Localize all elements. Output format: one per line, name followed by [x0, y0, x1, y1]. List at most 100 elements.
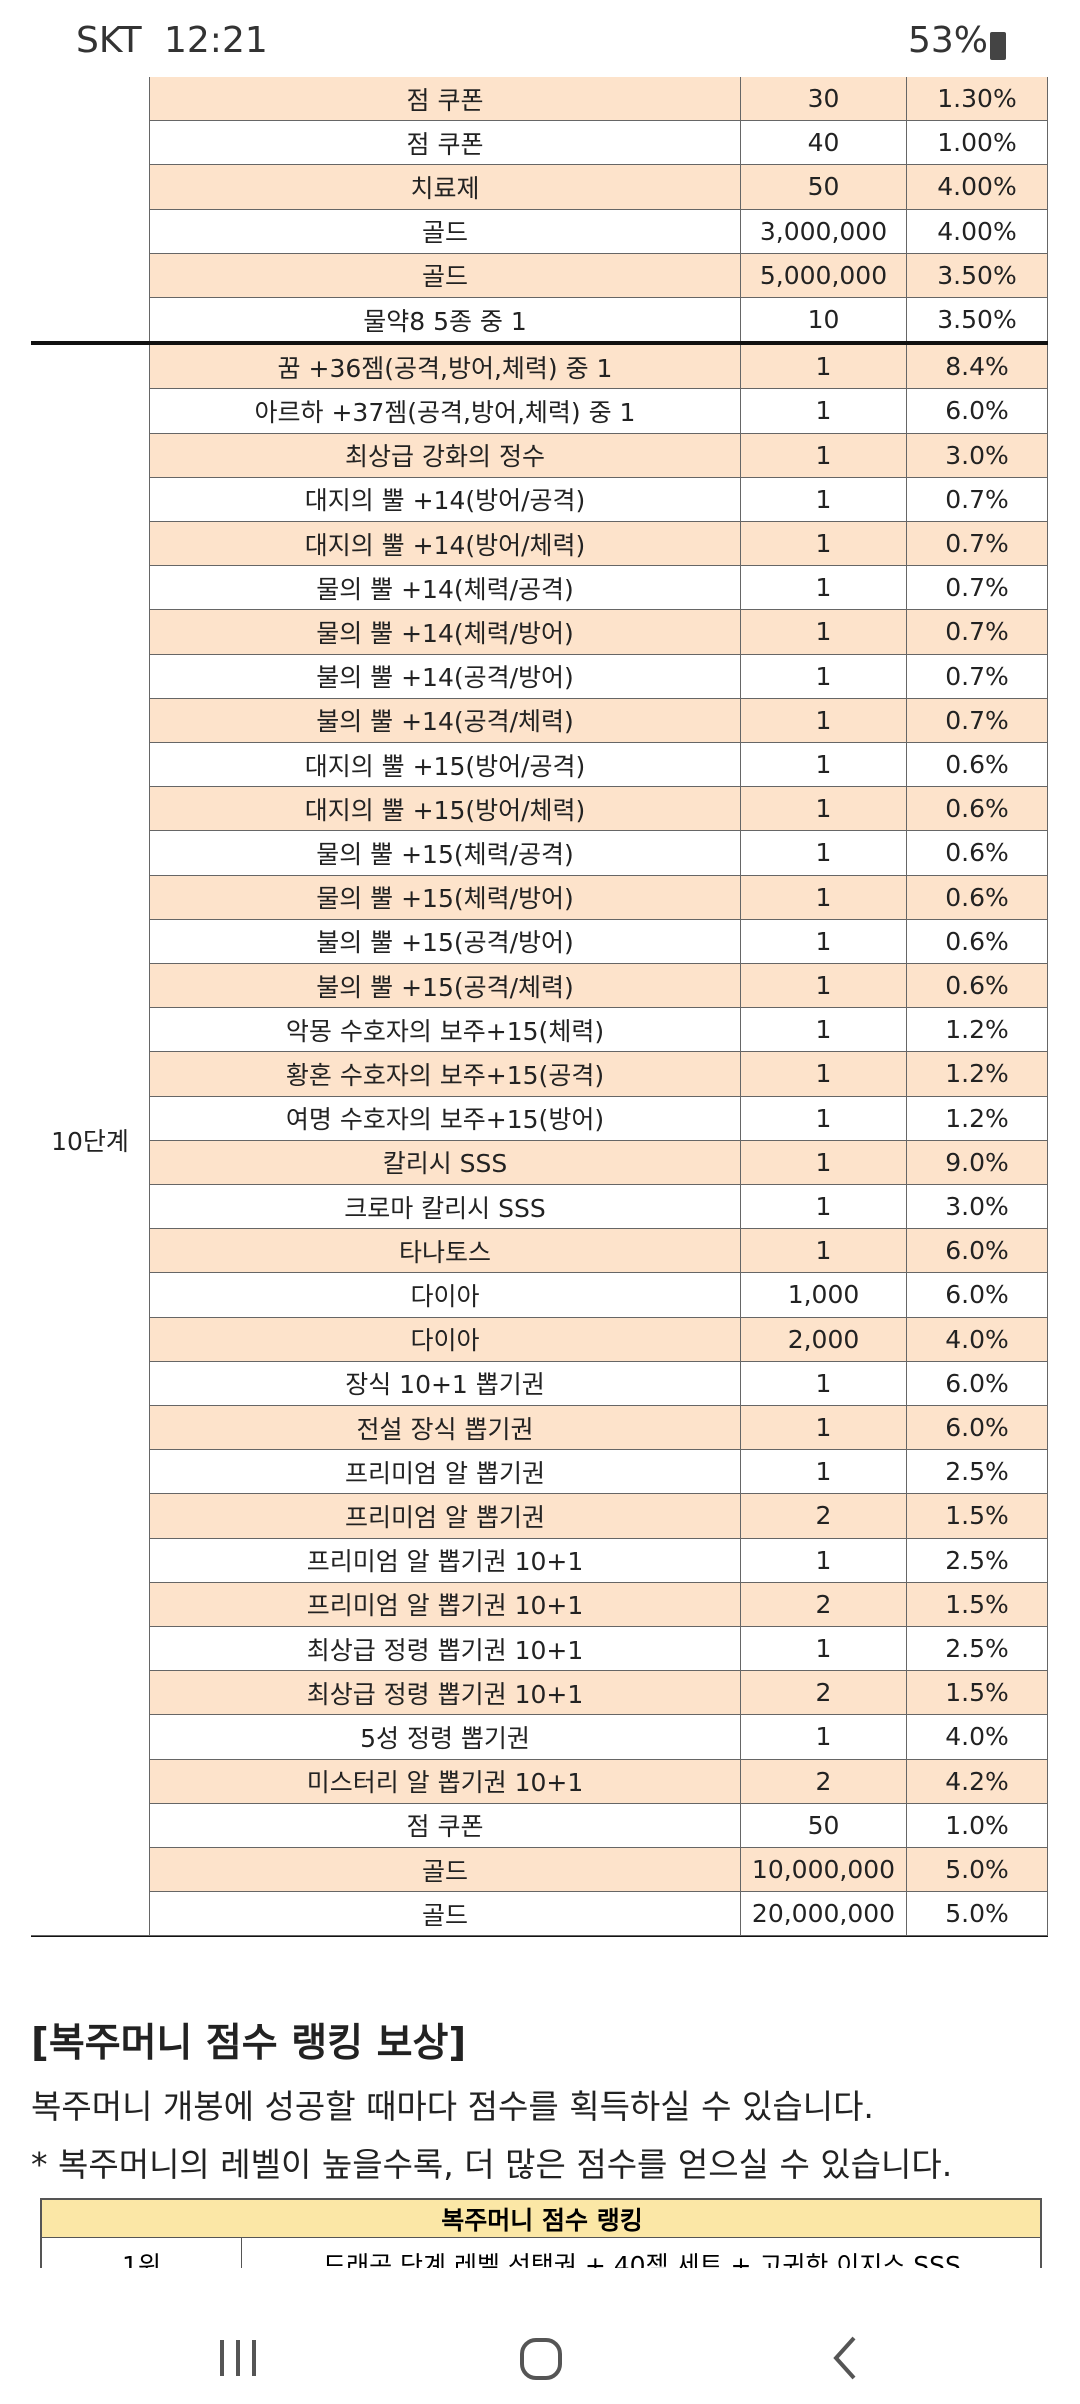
probability-cell: 0.7% [907, 654, 1048, 699]
item-cell: 프리미엄 알 뽑기권 [150, 1494, 741, 1539]
item-cell: 물의 뿔 +15(체력/공격) [150, 831, 741, 876]
quantity-cell: 1 [741, 345, 907, 390]
item-cell: 미스터리 알 뽑기권 10+1 [150, 1759, 741, 1804]
probability-cell: 3.50% [907, 298, 1048, 343]
probability-cell: 6.0% [907, 1229, 1048, 1274]
quantity-cell: 30 [741, 77, 907, 122]
quantity-cell: 1 [741, 919, 907, 964]
probability-cell: 3.0% [907, 1185, 1048, 1230]
item-cell: 프리미엄 알 뽑기권 10+1 [150, 1538, 741, 1583]
quantity-cell: 1 [741, 1140, 907, 1185]
quantity-cell: 1 [741, 1229, 907, 1274]
probability-cell: 1.2% [907, 1096, 1048, 1141]
probability-cell: 2.5% [907, 1627, 1048, 1672]
quantity-cell: 1 [741, 1538, 907, 1583]
item-cell: 다이아 [150, 1273, 741, 1318]
probability-cell: 4.0% [907, 1715, 1048, 1760]
quantity-cell: 40 [741, 121, 907, 166]
section-text: * 복주머니의 레벨이 높을수록, 더 많은 점수를 얻으실 수 있습니다. [31, 2145, 953, 2184]
battery-icon [990, 32, 1006, 60]
quantity-cell: 50 [741, 1803, 907, 1848]
item-cell: 최상급 정령 뽑기권 10+1 [150, 1671, 741, 1716]
probability-cell: 5.0% [907, 1892, 1048, 1937]
item-cell: 타나토스 [150, 1229, 741, 1274]
item-cell: 여명 수호자의 보주+15(방어) [150, 1096, 741, 1141]
reward-cell: 드래곤 단계 레벨 선택권 + 40젬 세트 + 고귀한 이지스 SSS [323, 2251, 961, 2268]
probability-cell: 4.0% [907, 1317, 1048, 1362]
quantity-cell: 1 [741, 522, 907, 567]
quantity-cell: 1 [741, 477, 907, 522]
quantity-cell: 1,000 [741, 1273, 907, 1318]
item-cell: 물약8 5종 중 1 [150, 298, 741, 343]
item-cell: 대지의 뿔 +15(방어/체력) [150, 787, 741, 832]
quantity-cell: 1 [741, 964, 907, 1009]
quantity-cell: 1 [741, 1361, 907, 1406]
quantity-cell: 1 [741, 1627, 907, 1672]
quantity-cell: 10,000,000 [741, 1848, 907, 1893]
probability-cell: 0.6% [907, 875, 1048, 920]
probability-cell: 0.7% [907, 566, 1048, 611]
probability-cell: 0.6% [907, 743, 1048, 788]
section-heading: [복주머니 점수 랭킹 보상] [31, 2021, 467, 2066]
quantity-cell: 1 [741, 566, 907, 611]
probability-cell: 0.6% [907, 787, 1048, 832]
item-cell: 프리미엄 알 뽑기권 10+1 [150, 1582, 741, 1627]
quantity-cell: 1 [741, 1715, 907, 1760]
rank-cell: 1위 [42, 2238, 242, 2268]
quantity-cell: 1 [741, 610, 907, 655]
probability-cell: 1.0% [907, 1803, 1048, 1848]
quantity-cell: 1 [741, 1450, 907, 1495]
quantity-cell: 20,000,000 [741, 1892, 907, 1937]
probability-cell: 2.5% [907, 1450, 1048, 1495]
item-cell: 다이아 [150, 1317, 741, 1362]
item-cell: 최상급 정령 뽑기권 10+1 [150, 1627, 741, 1672]
probability-cell: 0.6% [907, 831, 1048, 876]
probability-cell: 6.0% [907, 389, 1048, 434]
probability-cell: 4.00% [907, 209, 1048, 254]
battery-level: 53% [908, 20, 989, 61]
item-cell: 불의 뿔 +15(공격/방어) [150, 919, 741, 964]
back-button[interactable] [833, 2336, 856, 2380]
item-cell: 불의 뿔 +14(공격/방어) [150, 654, 741, 699]
quantity-cell: 1 [741, 1008, 907, 1053]
quantity-cell: 1 [741, 433, 907, 478]
probability-cell: 4.00% [907, 165, 1048, 210]
item-cell: 골드 [150, 253, 741, 298]
item-cell: 칼리시 SSS [150, 1140, 741, 1185]
quantity-cell: 1 [741, 743, 907, 788]
item-cell: 점 쿠폰 [150, 1803, 741, 1848]
quantity-cell: 1 [741, 787, 907, 832]
item-cell: 아르하 +37젬(공격,방어,체력) 중 1 [150, 389, 741, 434]
probability-cell: 0.6% [907, 919, 1048, 964]
quantity-cell: 50 [741, 165, 907, 210]
carrier: SKT [76, 20, 142, 61]
status-bar: SKT 12:21 53% [0, 0, 1080, 74]
item-cell: 대지의 뿔 +15(방어/공격) [150, 743, 741, 788]
quantity-cell: 2 [741, 1671, 907, 1716]
quantity-cell: 3,000,000 [741, 209, 907, 254]
quantity-cell: 2 [741, 1494, 907, 1539]
stage-cell [31, 77, 150, 343]
probability-cell: 9.0% [907, 1140, 1048, 1185]
item-cell: 5성 정령 뽑기권 [150, 1715, 741, 1760]
probability-cell: 0.7% [907, 522, 1048, 567]
item-cell: 물의 뿔 +14(체력/공격) [150, 566, 741, 611]
probability-cell: 0.6% [907, 964, 1048, 1009]
home-button[interactable] [520, 2338, 562, 2380]
quantity-cell: 2,000 [741, 1317, 907, 1362]
section-text: 복주머니 개봉에 성공할 때마다 점수를 획득하실 수 있습니다. [31, 2087, 874, 2126]
quantity-cell: 2 [741, 1759, 907, 1804]
item-cell: 골드 [150, 1892, 741, 1937]
item-cell: 꿈 +36젬(공격,방어,체력) 중 1 [150, 345, 741, 390]
stage-cell: 10단계 [31, 345, 150, 1937]
probability-cell: 1.5% [907, 1582, 1048, 1627]
nav-icons [220, 2336, 856, 2380]
quantity-cell: 1 [741, 1096, 907, 1141]
quantity-cell: 5,000,000 [741, 253, 907, 298]
item-cell: 치료제 [150, 165, 741, 210]
quantity-cell: 1 [741, 654, 907, 699]
item-cell: 장식 10+1 뽑기권 [150, 1361, 741, 1406]
ranking-table: 복주머니 점수 랭킹 1위 드래곤 단계 레벨 선택권 + 40젬 세트 + 고… [40, 2198, 1042, 2268]
probability-cell: 6.0% [907, 1361, 1048, 1406]
item-cell: 골드 [150, 1848, 741, 1893]
